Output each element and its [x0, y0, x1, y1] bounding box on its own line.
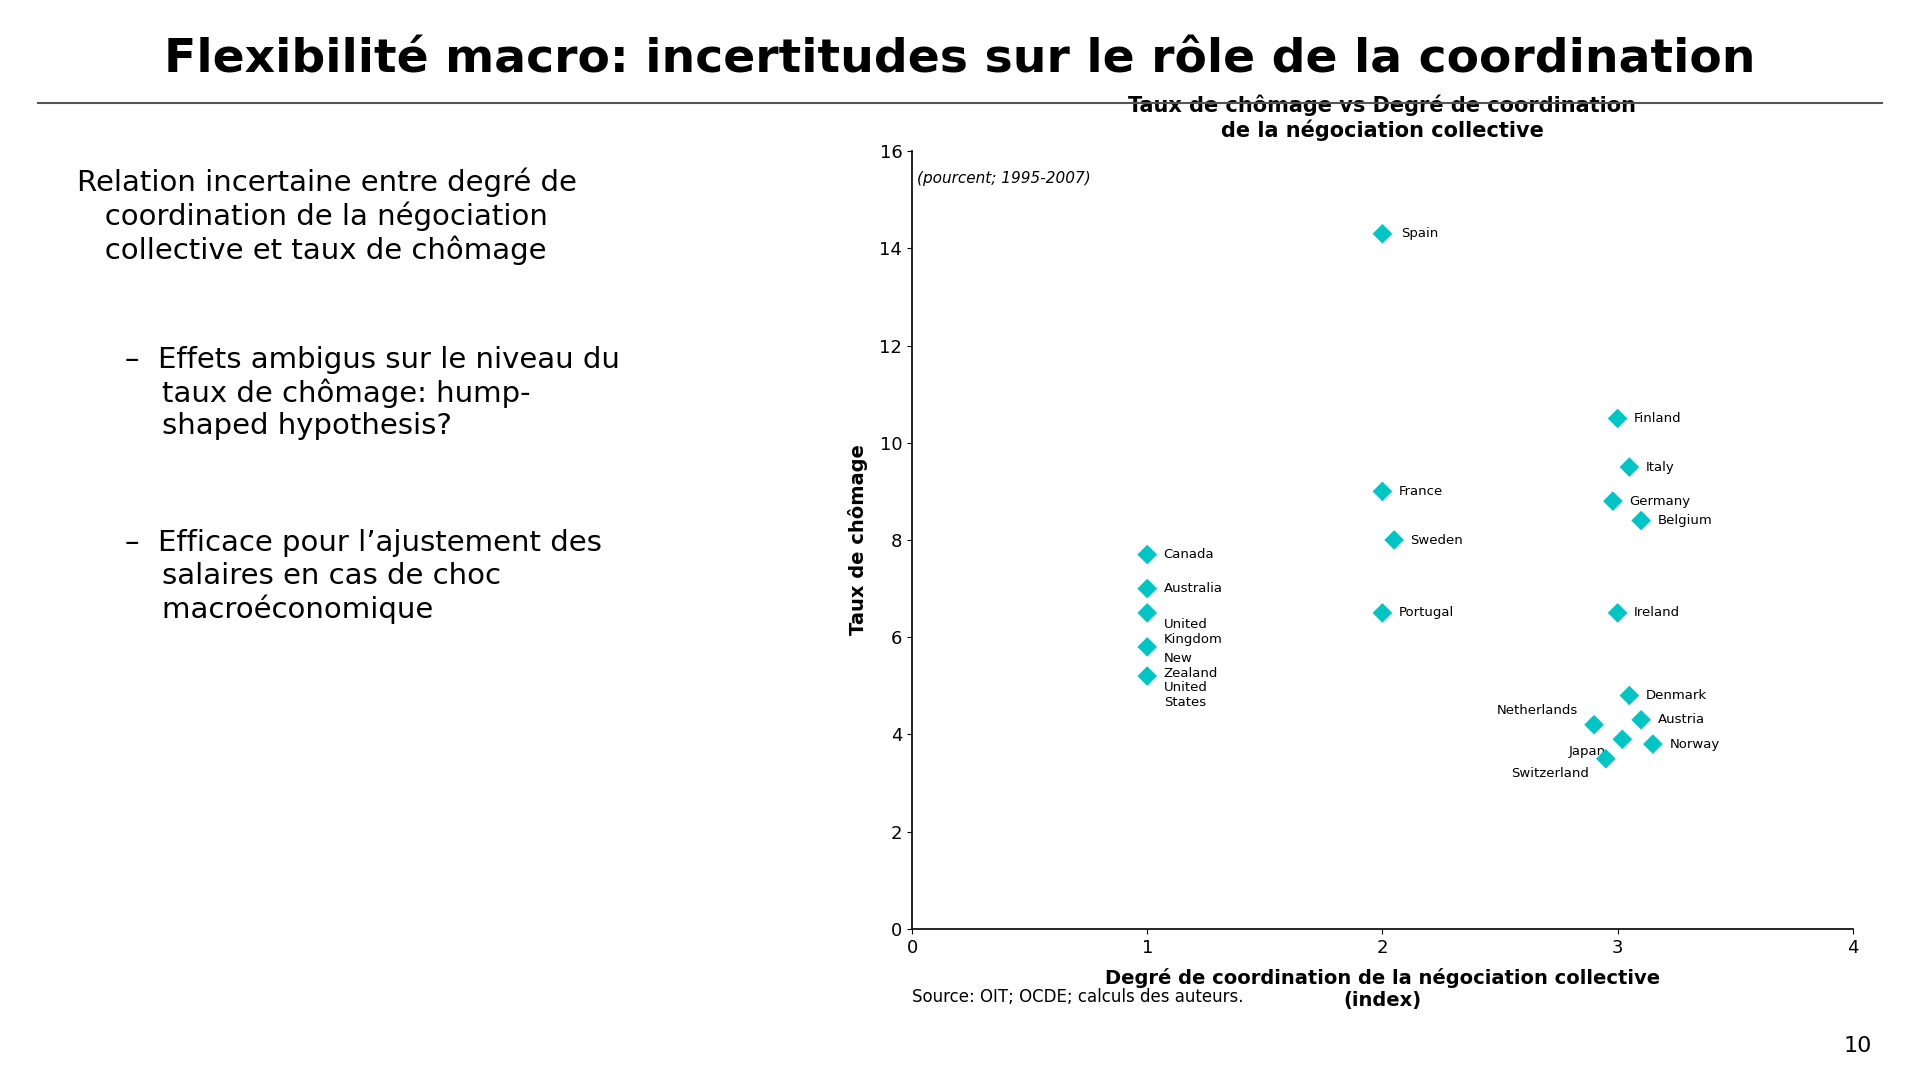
Text: 10: 10 — [1843, 1036, 1872, 1056]
Text: Finland: Finland — [1634, 411, 1682, 426]
Point — [1133, 667, 1164, 685]
Text: New
Zealand: New Zealand — [1164, 651, 1217, 679]
Y-axis label: Taux de chômage: Taux de chômage — [849, 445, 868, 635]
Point — [1601, 604, 1632, 621]
Point — [1615, 687, 1645, 704]
Point — [1615, 458, 1645, 475]
Point — [1133, 580, 1164, 597]
Point — [1626, 512, 1657, 529]
Text: Belgium: Belgium — [1657, 514, 1713, 527]
Text: Spain: Spain — [1402, 227, 1438, 241]
Text: Norway: Norway — [1668, 738, 1720, 751]
Text: Portugal: Portugal — [1400, 606, 1453, 620]
Point — [1607, 730, 1638, 747]
Text: Germany: Germany — [1630, 495, 1690, 508]
Point — [1133, 546, 1164, 564]
Title: Taux de chômage vs Degré de coordination
de la négociation collective: Taux de chômage vs Degré de coordination… — [1129, 95, 1636, 141]
Point — [1626, 712, 1657, 729]
Point — [1133, 604, 1164, 621]
Text: Source: OIT; OCDE; calculs des auteurs.: Source: OIT; OCDE; calculs des auteurs. — [912, 988, 1244, 1007]
Point — [1597, 492, 1628, 510]
Text: Flexibilité macro: incertitudes sur le rôle de la coordination: Flexibilité macro: incertitudes sur le r… — [165, 38, 1755, 83]
Point — [1601, 409, 1632, 427]
Text: Canada: Canada — [1164, 548, 1213, 562]
Text: United
States: United States — [1164, 681, 1208, 708]
Text: Relation incertaine entre degré de
   coordination de la négociation
   collecti: Relation incertaine entre degré de coord… — [77, 167, 576, 266]
Text: Switzerland: Switzerland — [1511, 767, 1590, 780]
Text: Sweden: Sweden — [1411, 534, 1463, 546]
Point — [1578, 716, 1609, 733]
Point — [1133, 638, 1164, 656]
Text: Australia: Australia — [1164, 582, 1223, 595]
Text: (pourcent; 1995-2007): (pourcent; 1995-2007) — [916, 171, 1091, 186]
X-axis label: Degré de coordination de la négociation collective
(index): Degré de coordination de la négociation … — [1104, 968, 1661, 1010]
Text: Italy: Italy — [1645, 460, 1674, 474]
Text: –  Efficace pour l’ajustement des
    salaires en cas de choc
    macroéconomiqu: – Efficace pour l’ajustement des salaire… — [125, 529, 601, 624]
Text: –  Effets ambigus sur le niveau du
    taux de chômage: hump-
    shaped hypothe: – Effets ambigus sur le niveau du taux d… — [125, 346, 620, 441]
Text: Japan: Japan — [1569, 745, 1605, 758]
Text: Ireland: Ireland — [1634, 606, 1680, 620]
Text: Austria: Austria — [1657, 713, 1705, 727]
Point — [1590, 750, 1620, 767]
Point — [1367, 604, 1398, 621]
Point — [1638, 735, 1668, 753]
Text: United
Kingdom: United Kingdom — [1164, 618, 1223, 646]
Text: Netherlands: Netherlands — [1496, 703, 1578, 717]
Point — [1367, 226, 1398, 243]
Text: Denmark: Denmark — [1645, 689, 1707, 702]
Point — [1367, 483, 1398, 500]
Text: France: France — [1400, 485, 1444, 498]
Point — [1379, 531, 1409, 549]
